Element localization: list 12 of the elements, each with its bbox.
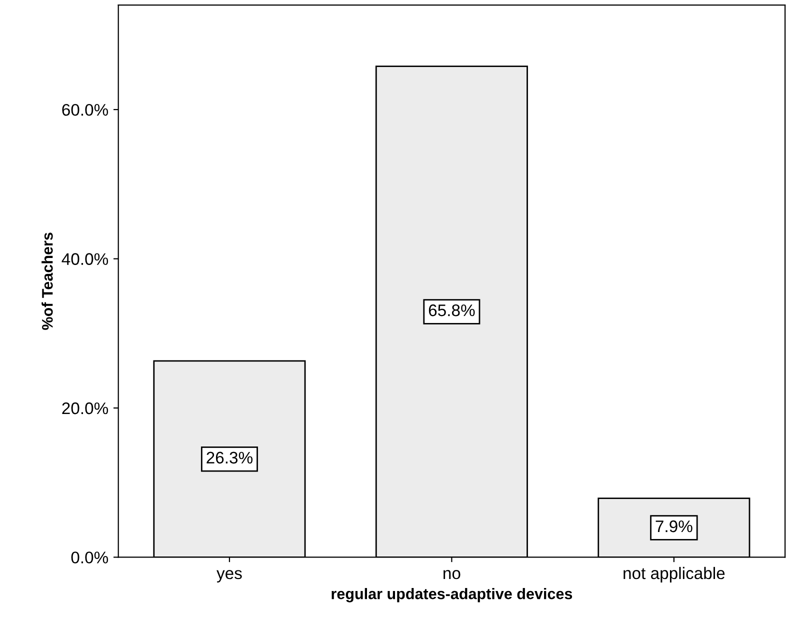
data-label: 26.3%: [206, 452, 253, 464]
y-tick-label: 40.0%: [62, 253, 108, 265]
x-tick-label: yes: [216, 570, 242, 582]
y-tick-label: 0.0%: [71, 552, 108, 564]
x-tick-label: no: [444, 570, 460, 580]
y-tick-label: 60.0%: [62, 104, 108, 116]
data-label: 65.8%: [428, 304, 475, 316]
y-axis-title: %of Teachers: [42, 232, 53, 330]
x-tick-label: not applicable: [624, 566, 725, 582]
data-label: 7.9%: [656, 520, 692, 532]
y-tick-label: 20.0%: [62, 402, 108, 414]
x-axis-title: regular updates-adaptive devices: [332, 588, 572, 602]
